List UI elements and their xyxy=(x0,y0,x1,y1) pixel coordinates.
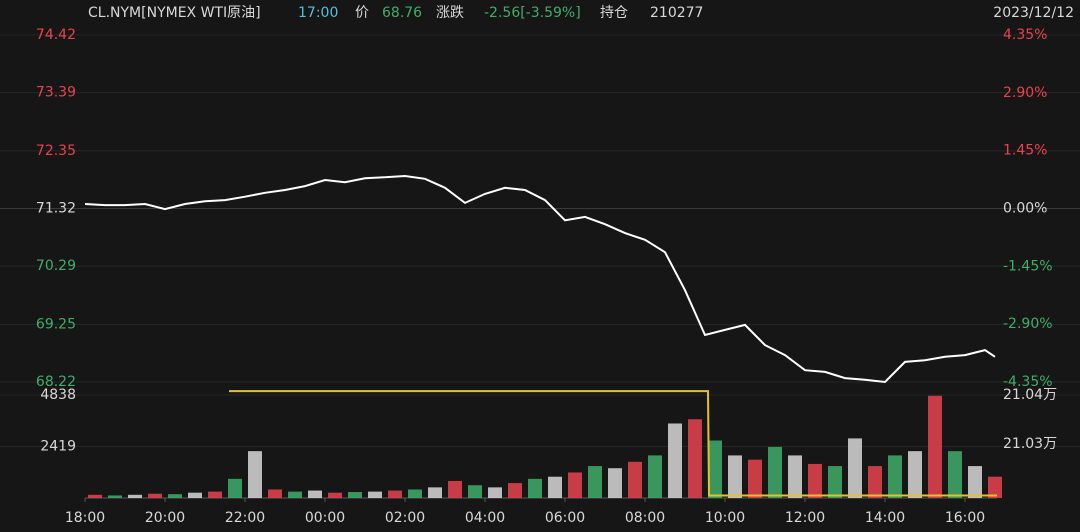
volume-bar xyxy=(108,495,122,498)
y2-tick-label: 0.00% xyxy=(1003,201,1047,217)
volume-bar xyxy=(848,438,862,498)
volume-bar xyxy=(548,476,562,498)
y-tick-label: 71.32 xyxy=(36,201,76,217)
x-tick-label: 02:00 xyxy=(385,510,425,526)
volume-bar xyxy=(888,455,902,498)
volume-bar xyxy=(468,485,482,498)
volume-bar xyxy=(288,491,302,498)
volume-bar xyxy=(348,492,362,498)
x-tick-label: 04:00 xyxy=(465,510,505,526)
volume-bar xyxy=(368,491,382,498)
y2-tick-label: -1.45% xyxy=(1003,258,1053,274)
oi-label: 持仓 xyxy=(600,5,628,21)
volume-bar xyxy=(748,459,762,498)
volume-bar xyxy=(588,466,602,498)
price: 68.76 xyxy=(382,5,422,21)
y-tick-label: 4838 xyxy=(40,387,76,403)
change-label: 涨跌 xyxy=(436,5,464,21)
volume-bar xyxy=(808,463,822,498)
volume-bar xyxy=(728,455,742,498)
volume-bar xyxy=(908,451,922,498)
y2-tick-label: -2.90% xyxy=(1003,316,1053,332)
volume-bar xyxy=(388,490,402,498)
x-tick-label: 18:00 xyxy=(65,510,105,526)
volume-bar xyxy=(708,440,722,498)
y2-tick-label: 21.03万 xyxy=(1003,436,1057,452)
x-tick-label: 06:00 xyxy=(545,510,585,526)
y2-tick-label: -4.35% xyxy=(1003,374,1053,390)
volume-bar xyxy=(948,451,962,498)
x-tick-label: 10:00 xyxy=(705,510,745,526)
x-tick-label: 16:00 xyxy=(945,510,985,526)
y2-tick-label: 2.90% xyxy=(1003,85,1047,101)
volume-bar xyxy=(608,468,622,498)
price-label: 价 xyxy=(355,5,369,21)
volume-bar xyxy=(628,461,642,498)
y-tick-label: 72.35 xyxy=(36,143,76,159)
x-tick-label: 12:00 xyxy=(785,510,825,526)
x-tick-label: 22:00 xyxy=(225,510,265,526)
volume-bar xyxy=(268,489,282,498)
series-line xyxy=(229,390,997,497)
volume-bar xyxy=(648,455,662,498)
y-tick-label: 70.29 xyxy=(36,258,76,274)
volume-bar xyxy=(448,480,462,498)
volume-bar xyxy=(248,451,262,498)
volume-bar xyxy=(168,494,182,498)
volume-bar xyxy=(188,492,202,498)
volume-bar xyxy=(528,478,542,498)
volume-bar xyxy=(328,492,342,498)
volume-bar xyxy=(148,493,162,498)
volume-bar xyxy=(568,472,582,498)
y-tick-label: 69.25 xyxy=(36,316,76,332)
date: 2023/12/12 xyxy=(993,5,1074,21)
y-tick-label: 74.42 xyxy=(36,27,76,43)
y-tick-label: 68.22 xyxy=(36,374,76,390)
time: 17:00 xyxy=(298,5,338,21)
series-line xyxy=(84,174,996,384)
volume-bar xyxy=(968,466,982,498)
y2-tick-label: 4.35% xyxy=(1003,27,1047,43)
volume-bar xyxy=(208,491,222,498)
volume-bar xyxy=(928,395,942,498)
oi: 210277 xyxy=(650,5,703,21)
symbol: CL.NYM[NYMEX WTI原油] xyxy=(88,5,261,21)
volume-bar xyxy=(508,483,522,498)
volume-bar xyxy=(868,466,882,498)
volume-bar xyxy=(428,487,442,498)
volume-bar xyxy=(788,455,802,498)
volume-bar xyxy=(228,478,242,498)
volume-bar xyxy=(828,466,842,498)
x-tick-label: 20:00 xyxy=(145,510,185,526)
x-tick-label: 00:00 xyxy=(305,510,345,526)
volume-bar xyxy=(688,419,702,498)
y-tick-label: 2419 xyxy=(40,439,76,455)
volume-bar xyxy=(988,476,1002,498)
x-tick-label: 14:00 xyxy=(865,510,905,526)
volume-bar xyxy=(128,494,142,498)
volume-bar xyxy=(308,490,322,498)
x-tick-label: 08:00 xyxy=(625,510,665,526)
volume-bar xyxy=(488,487,502,498)
volume-bar xyxy=(668,423,682,498)
volume-bar xyxy=(408,489,422,498)
y2-tick-label: 21.04万 xyxy=(1003,387,1057,403)
volume-bar xyxy=(768,446,782,498)
y2-tick-label: 1.45% xyxy=(1003,143,1047,159)
change: -2.56[-3.59%] xyxy=(484,5,581,21)
y-tick-label: 73.39 xyxy=(36,85,76,101)
volume-bar xyxy=(88,494,102,498)
